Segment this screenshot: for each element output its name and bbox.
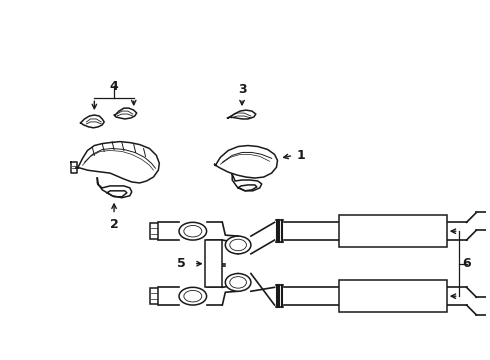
Polygon shape — [232, 174, 262, 191]
Polygon shape — [114, 108, 137, 119]
Bar — [339, 215, 447, 247]
Ellipse shape — [225, 236, 251, 254]
Bar — [150, 288, 158, 304]
Text: 3: 3 — [238, 83, 246, 96]
Text: 1: 1 — [297, 149, 305, 162]
Bar — [205, 240, 222, 287]
Polygon shape — [107, 191, 127, 197]
Polygon shape — [75, 141, 159, 183]
Polygon shape — [71, 162, 76, 173]
Ellipse shape — [179, 222, 207, 240]
Text: 4: 4 — [110, 80, 119, 93]
Polygon shape — [98, 178, 132, 198]
Text: 6: 6 — [462, 257, 471, 270]
Bar — [339, 280, 447, 312]
Ellipse shape — [225, 274, 251, 291]
Ellipse shape — [179, 287, 207, 305]
Polygon shape — [80, 115, 104, 128]
Bar — [150, 223, 158, 239]
Polygon shape — [238, 185, 257, 191]
Text: 2: 2 — [110, 218, 119, 231]
Polygon shape — [215, 145, 277, 178]
Polygon shape — [227, 110, 256, 119]
Text: 5: 5 — [176, 257, 185, 270]
